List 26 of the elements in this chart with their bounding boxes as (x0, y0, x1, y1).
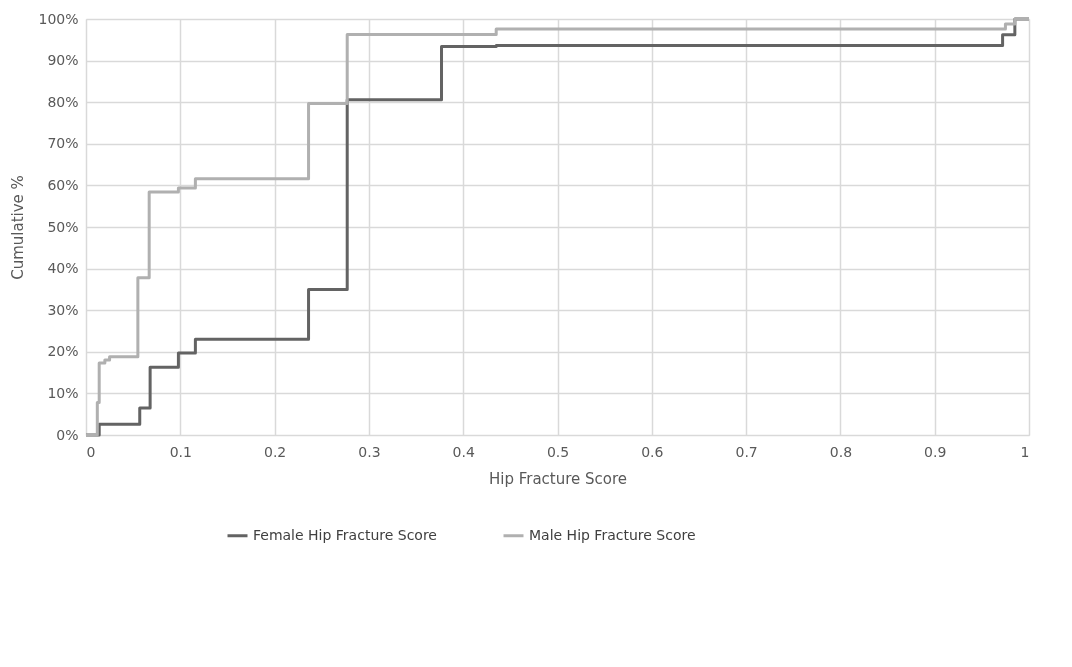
x-tick-label: 0.2 (263, 443, 287, 460)
y-tick-label: 50% (47, 218, 79, 235)
y-tick-label: 90% (47, 52, 79, 69)
y-axis-title: Cumulative % (9, 175, 28, 280)
x-tick-label: 0.8 (829, 443, 853, 460)
x-tick-label: 0.1 (169, 443, 192, 460)
legend-label: Female Hip Fracture Score (253, 526, 437, 543)
y-tick-label: 60% (47, 176, 79, 193)
x-tick-label: 0.9 (924, 443, 947, 460)
y-tick-label: 100% (38, 10, 79, 27)
y-tick-label: 40% (47, 260, 79, 277)
y-tick-label: 20% (47, 343, 79, 360)
x-tick-label: 0.3 (358, 443, 381, 460)
x-axis-title: Hip Fracture Score (488, 469, 628, 488)
y-tick-label: 70% (47, 135, 79, 152)
x-tick-label: 0.5 (546, 443, 570, 460)
y-tick-label: 10% (47, 384, 79, 401)
x-tick-label: 1 (1020, 443, 1030, 460)
y-tick-label: 0% (56, 426, 79, 443)
legend-label: Male Hip Fracture Score (529, 526, 696, 543)
y-tick-label: 80% (47, 93, 79, 110)
x-tick-label: 0 (86, 443, 96, 460)
x-tick-label: 0.7 (735, 443, 758, 460)
x-tick-label: 0.4 (452, 443, 475, 460)
x-tick-label: 0.6 (641, 443, 664, 460)
y-tick-label: 30% (47, 301, 79, 318)
